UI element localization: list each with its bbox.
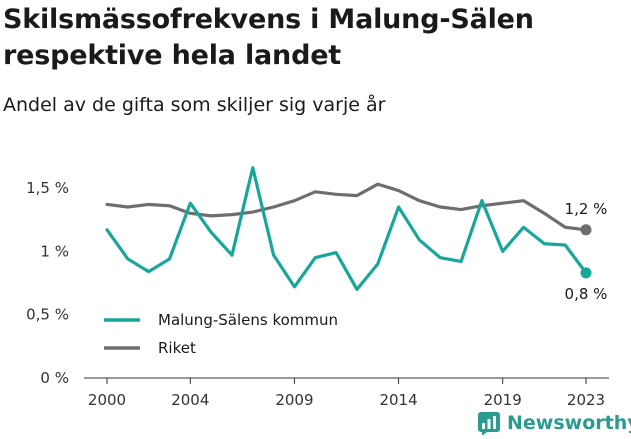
legend-label: Riket [158, 339, 196, 357]
series-line-malung-salen [105, 166, 588, 291]
y-axis: 0 % 0,5 % 1 % 1,5 % [26, 179, 69, 387]
newsworthy-logo-icon [478, 412, 500, 435]
y-tick-label: 0 % [40, 369, 69, 387]
end-point-malung-salen [580, 267, 592, 279]
legend-label: Malung-Sälens kommun [158, 311, 338, 329]
y-tick-label: 1 % [40, 242, 69, 260]
y-tick-label: 0,5 % [26, 306, 69, 324]
x-tick-label: 2019 [484, 391, 522, 409]
x-tick-label: 2009 [275, 391, 313, 409]
y-tick-label: 1,5 % [26, 179, 69, 197]
x-tick-label: 2000 [88, 391, 126, 409]
chart-subtitle: Andel av de gifta som skiljer sig varje … [3, 94, 386, 116]
end-value-label: 0,8 % [565, 285, 608, 303]
end-point-riket [580, 224, 592, 236]
end-value-label: 1,2 % [565, 200, 608, 218]
x-tick-label: 2014 [379, 391, 417, 409]
brand-name: Newsworthy [507, 412, 631, 434]
x-tick-label: 2004 [171, 391, 209, 409]
legend: Malung-Sälens kommun Riket [104, 311, 338, 357]
end-markers: 0,8 % 1,2 % [565, 200, 608, 303]
series-line-riket [105, 182, 588, 232]
series-lines [105, 166, 588, 291]
x-tick-label: 2023 [567, 391, 605, 409]
brand-logo: Newsworthy [477, 409, 631, 437]
x-axis: 2000 2004 2009 2014 2019 2023 [88, 378, 605, 409]
chart-title: Skilsmässofrekvens i Malung-Sälen respek… [3, 4, 534, 71]
